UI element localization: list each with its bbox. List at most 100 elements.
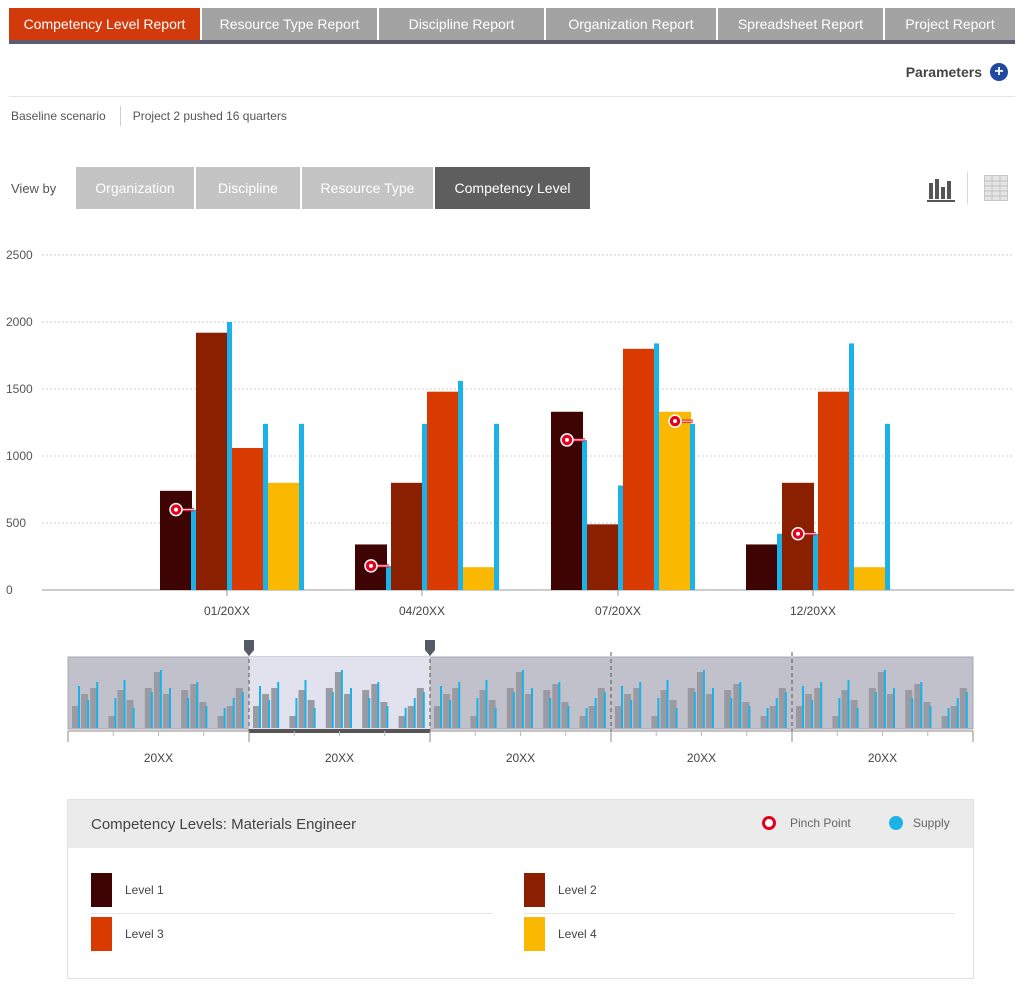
table-icon[interactable]	[984, 175, 1008, 201]
level-4-label: Level 4	[558, 927, 597, 941]
supply-bar[interactable]	[690, 423, 695, 590]
tab-project-report[interactable]: Project Report	[885, 8, 1015, 40]
supply-bar[interactable]	[618, 485, 623, 590]
timeline-year-label[interactable]: 20XX	[687, 751, 716, 765]
overview-supply-bar	[232, 698, 235, 728]
supply-bar[interactable]	[263, 423, 268, 590]
overview-supply-bar	[159, 670, 162, 728]
overview-bar	[633, 688, 641, 728]
overview-bar	[235, 688, 243, 728]
plus-circle-icon[interactable]: +	[990, 63, 1008, 81]
timeline-year-label[interactable]: 20XX	[506, 751, 535, 765]
overview-bar	[624, 694, 632, 728]
view-by-label: View by	[11, 180, 57, 196]
bar-level-4[interactable]	[659, 411, 691, 590]
bar-level-4[interactable]	[268, 482, 300, 590]
parameters-label[interactable]: Parameters	[905, 64, 982, 80]
overview-bar	[190, 684, 198, 728]
overview-supply-bar	[123, 680, 126, 728]
competency-bar-chart: 0 500 1000 1500 2000 2500 01/20XX 04/20XX 07/20X…	[6, 248, 1014, 618]
overview-bar	[334, 672, 342, 728]
supply-bar[interactable]	[227, 322, 232, 590]
parameters-control[interactable]: Parameters +	[906, 63, 1008, 81]
overview-bar	[615, 706, 622, 728]
bar-level-3[interactable]	[232, 447, 264, 590]
view-by-organization[interactable]: Organization	[76, 167, 194, 209]
overview-bar	[488, 700, 496, 728]
range-handle[interactable]	[425, 640, 435, 656]
supply-bar[interactable]	[885, 423, 890, 590]
tab-competency-level-report[interactable]: Competency Level Report	[9, 8, 200, 40]
supply-bar[interactable]	[849, 343, 854, 590]
view-by-selector: View by Organization Discipline Resource…	[11, 167, 592, 209]
tab-spreadsheet-report[interactable]: Spreadsheet Report	[718, 8, 883, 40]
tab-underline	[9, 40, 1015, 44]
bar-level-1[interactable]	[746, 544, 778, 590]
overview-supply-bar	[594, 698, 597, 728]
overview-bar	[769, 706, 777, 728]
bar-level-2[interactable]	[196, 332, 228, 590]
overview-supply-bar	[802, 686, 804, 728]
overview-supply-bar	[874, 692, 877, 728]
view-by-resource-type[interactable]: Resource Type	[302, 167, 433, 209]
overview-bar	[760, 716, 768, 728]
timeline-year-label[interactable]: 20XX	[868, 751, 897, 765]
report-tabs: Competency Level Report Resource Type Re…	[9, 8, 1015, 40]
overview-supply-bar	[702, 670, 705, 728]
bar-level-3[interactable]	[818, 391, 850, 590]
overview-supply-bar	[893, 688, 895, 728]
pinch-point-center	[796, 531, 800, 536]
overview-bar	[742, 702, 750, 728]
bar-level-4[interactable]	[463, 567, 495, 590]
timeline-year-label[interactable]: 20XX	[144, 751, 173, 765]
overview-supply-bar	[368, 698, 371, 728]
supply-bar[interactable]	[422, 423, 427, 590]
bar-level-2[interactable]	[391, 482, 423, 590]
overview-supply-bar	[485, 680, 488, 728]
overview-supply-bar	[187, 698, 190, 728]
timeline-overview: 20XX 20XX 20XX 20XX 20XX	[67, 640, 974, 765]
supply-bar[interactable]	[386, 565, 391, 590]
bar-chart-icon[interactable]	[927, 175, 955, 203]
tab-resource-type-report[interactable]: Resource Type Report	[202, 8, 377, 40]
y-tick-label: 1500	[6, 382, 33, 396]
y-tick-label: 0	[6, 583, 13, 597]
y-tick-label: 2500	[6, 248, 33, 262]
overview-supply-bar	[422, 692, 425, 728]
overview-supply-bar	[169, 688, 171, 728]
tab-discipline-report[interactable]: Discipline Report	[379, 8, 544, 40]
overview-bar	[959, 688, 967, 728]
supply-bar[interactable]	[494, 423, 499, 590]
supply-bar[interactable]	[458, 380, 463, 590]
supply-bar[interactable]	[582, 439, 587, 590]
bar-level-2[interactable]	[587, 524, 619, 590]
overview-bar	[651, 716, 659, 728]
overview-supply-bar	[549, 698, 552, 728]
supply-bar[interactable]	[777, 533, 782, 590]
timeline-year-label[interactable]: 20XX	[325, 751, 354, 765]
overview-supply-bar	[350, 688, 352, 728]
view-by-discipline[interactable]: Discipline	[196, 167, 300, 209]
overview-bar	[724, 690, 732, 728]
overview-supply-bar	[494, 708, 497, 728]
overview-supply-bar	[712, 688, 714, 728]
supply-bar[interactable]	[191, 509, 196, 590]
supply-bar[interactable]	[299, 423, 304, 590]
view-by-competency-level[interactable]: Competency Level	[435, 167, 590, 209]
overview-supply-bar	[531, 688, 533, 728]
bar-level-3[interactable]	[427, 391, 459, 590]
overview-bar	[706, 694, 713, 728]
overview-supply-bar	[639, 682, 642, 728]
bar-level-4[interactable]	[854, 567, 886, 590]
level-3-swatch	[91, 917, 112, 951]
supply-bar[interactable]	[813, 533, 818, 590]
overview-supply-bar	[150, 692, 153, 728]
supply-bar[interactable]	[654, 343, 659, 590]
overview-bar	[579, 716, 587, 728]
tab-organization-report[interactable]: Organization Report	[546, 8, 716, 40]
x-tick-label: 01/20XX	[204, 604, 250, 618]
bar-level-3[interactable]	[623, 348, 655, 590]
overview-supply-bar	[675, 708, 678, 728]
overview-supply-bar	[241, 692, 244, 728]
range-handle[interactable]	[244, 640, 254, 656]
